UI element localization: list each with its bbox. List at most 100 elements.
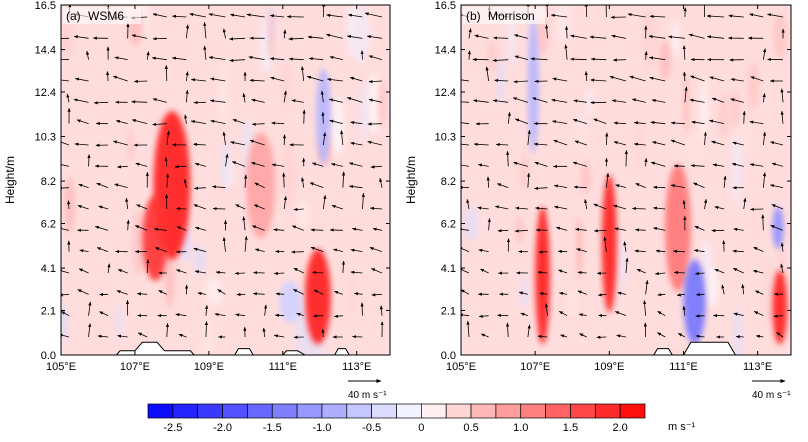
wind-vector [114,183,128,189]
wind-vector [97,334,109,338]
y-tick-label: 6.2 [441,218,456,230]
wind-vector [251,162,265,167]
wind-vector [693,182,705,189]
texture-streak [481,59,497,104]
wind-vector [354,292,363,296]
texture-streak [296,200,309,227]
wind-vector [609,75,627,82]
wind-vector [152,37,167,41]
wind-vector [176,226,187,231]
wind-vector [248,55,265,61]
texture-streak [773,12,788,59]
wind-vector [114,56,128,61]
wind-vector [579,333,587,338]
wind-vector [730,78,744,82]
wind-vector [771,162,784,167]
shading-field-b [461,5,791,355]
wind-vector [617,291,627,295]
y-tick-label: 12.4 [435,87,456,99]
wind-vector [61,333,70,338]
wind-vector [350,248,363,253]
wind-vector [479,268,489,274]
wind-vector [288,37,304,41]
wind-vector [691,120,705,125]
wind-vector [98,205,109,210]
wind-vector [611,34,627,39]
wind-vector [361,192,365,210]
wind-vector [461,247,470,253]
wind-vector [614,311,627,317]
texture-streak [345,273,358,316]
wind-vector [334,290,344,295]
wind-vector [554,205,568,210]
colorbar-box [147,403,174,419]
wind-vector [584,71,588,82]
wind-vector [515,206,528,210]
wind-vector [263,304,268,316]
wind-vector [732,267,744,274]
wind-vector [589,35,607,39]
wind-vector [88,323,92,338]
texture-streak [193,244,206,275]
wind-vector [204,304,209,316]
wind-vector [310,228,324,232]
colorbar-box [520,403,546,419]
wind-vector [732,141,744,146]
wind-vector [644,50,648,60]
y-tick-label: 4.1 [41,263,56,275]
wind-vector [379,177,383,188]
wind-vector [695,334,705,338]
wind-vector [550,13,568,18]
wind-vector [291,99,304,103]
texture-streak [686,133,702,163]
wind-vector [532,97,548,103]
wind-vector [694,271,705,276]
wind-vector [505,322,510,338]
wind-vector [126,219,130,231]
wind-vector [308,57,324,61]
wind-vector [682,199,686,210]
wind-vector [300,66,305,82]
wind-vector [310,246,324,253]
wind-vector [153,227,167,231]
y-ticks-a: 0.0 2.1 4.1 6.2 8.2 10.3 12.4 14.4 16.5 [35,0,390,362]
wind-vector [645,279,649,295]
wind-vector [633,142,646,146]
wind-vector [269,57,285,61]
wind-vector [293,289,304,295]
wind-vector [225,153,229,167]
wind-vector [271,121,285,125]
wind-vector [322,194,327,210]
wind-vector [327,77,343,82]
wind-vector [605,132,609,146]
wind-vector [572,161,587,167]
wind-vector [242,216,246,231]
wind-vector [328,98,343,103]
wind-vector [771,204,784,210]
colorbar-box [371,403,397,419]
y-tick-label: 0.0 [41,350,56,362]
wind-vector [544,303,549,316]
colorbar-box [470,403,497,419]
wind-vector [703,131,707,146]
colorbar-box [197,403,223,419]
texture-streak [762,257,775,329]
texture-streak [728,91,741,128]
texture-streak [580,160,591,195]
wind-vector [131,34,148,39]
wind-vector [513,161,528,167]
wind-vector [535,206,548,210]
wind-vector [184,114,188,124]
wind-vector [244,174,248,188]
wind-vector [461,268,470,274]
y-tick-label: 16.5 [435,0,456,12]
texture-streak [367,73,380,134]
wind-vector [165,322,170,338]
wind-vector [749,120,764,125]
wind-vector [461,227,470,231]
wind-vector [61,227,70,231]
texture-streak [515,215,525,245]
wind-vector [214,312,226,317]
wind-vector [611,99,627,103]
wind-vector [570,34,587,39]
